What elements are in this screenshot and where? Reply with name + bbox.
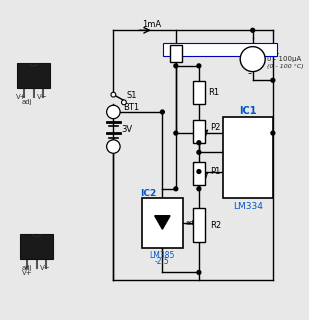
Text: +: +	[109, 107, 117, 117]
Bar	[193, 120, 205, 143]
Circle shape	[197, 270, 201, 274]
Text: M1: M1	[267, 47, 280, 56]
Bar	[20, 234, 53, 259]
Text: S1: S1	[127, 91, 137, 100]
Text: R2: R2	[210, 221, 222, 230]
Text: R1: R1	[209, 88, 220, 97]
Text: V-: V-	[144, 241, 150, 247]
Text: V−: V−	[40, 265, 51, 271]
Circle shape	[271, 78, 275, 82]
Circle shape	[121, 100, 126, 105]
Text: -: -	[248, 68, 252, 78]
Text: −: −	[109, 141, 118, 152]
Text: 1k: 1k	[196, 127, 202, 135]
Circle shape	[174, 131, 178, 135]
Text: V+: V+	[16, 93, 27, 100]
Text: V-: V-	[244, 167, 252, 176]
Text: LM385: LM385	[22, 240, 51, 249]
Circle shape	[197, 141, 201, 145]
Text: IC1: IC1	[239, 106, 257, 116]
Text: V−: V−	[36, 93, 47, 100]
Text: P1: P1	[210, 167, 221, 176]
Text: V+: V+	[22, 270, 32, 276]
Circle shape	[197, 150, 201, 154]
Circle shape	[197, 170, 201, 173]
Text: adj: adj	[185, 220, 196, 227]
Text: 1mA: 1mA	[142, 20, 161, 29]
Text: adj: adj	[21, 265, 32, 271]
Text: LM385: LM385	[150, 251, 175, 260]
Circle shape	[111, 92, 116, 97]
Circle shape	[240, 47, 265, 72]
Circle shape	[271, 131, 275, 135]
Circle shape	[197, 187, 201, 191]
Circle shape	[174, 187, 178, 191]
Bar	[193, 81, 205, 104]
Circle shape	[174, 64, 178, 68]
Text: adj: adj	[22, 99, 32, 105]
Text: 8k2: 8k2	[196, 86, 202, 99]
Text: (0 - 100 °C): (0 - 100 °C)	[267, 64, 304, 69]
Text: 3V: 3V	[121, 125, 132, 134]
Text: 220Ω: 220Ω	[196, 216, 202, 235]
Polygon shape	[155, 216, 170, 229]
Text: LM334: LM334	[19, 69, 48, 78]
Text: 1k: 1k	[173, 49, 179, 58]
Text: V+: V+	[142, 200, 152, 206]
Circle shape	[160, 110, 164, 114]
Text: P2: P2	[210, 123, 221, 132]
Bar	[193, 162, 205, 185]
Text: +: +	[243, 44, 251, 53]
Text: -2.5: -2.5	[155, 257, 170, 266]
Text: 100Ω: 100Ω	[196, 164, 202, 183]
Text: BT1: BT1	[123, 103, 139, 112]
Bar	[163, 43, 277, 56]
Circle shape	[251, 28, 255, 32]
Text: www.ExtremeCircuits.net: www.ExtremeCircuits.net	[173, 46, 267, 52]
Text: 0 - 100μA: 0 - 100μA	[267, 56, 301, 62]
Bar	[17, 63, 50, 88]
Text: IC2: IC2	[140, 189, 157, 198]
Circle shape	[197, 64, 201, 68]
Bar	[223, 117, 273, 198]
Text: adj: adj	[242, 148, 254, 157]
Text: LM334: LM334	[233, 202, 263, 211]
Bar	[170, 45, 182, 62]
Bar	[193, 208, 205, 242]
Circle shape	[107, 105, 120, 119]
Text: V+: V+	[242, 129, 254, 138]
Circle shape	[107, 140, 120, 153]
Bar	[142, 198, 183, 248]
Text: R3: R3	[185, 46, 197, 55]
